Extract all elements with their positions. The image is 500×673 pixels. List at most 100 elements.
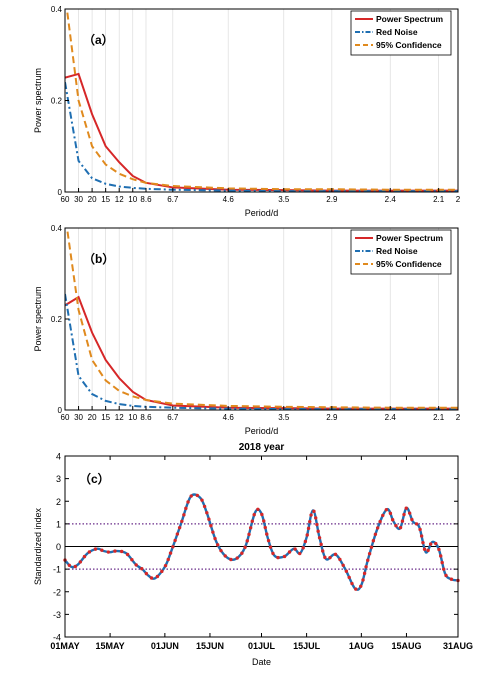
- y-tick-label: -3: [53, 610, 61, 620]
- index-marker: [130, 557, 134, 562]
- index-marker: [93, 547, 98, 551]
- x-tick-label: 01JUL: [248, 641, 276, 651]
- x-axis-label: Date: [252, 657, 271, 667]
- y-tick-label: 1: [56, 519, 61, 529]
- index-marker: [328, 555, 332, 560]
- index-marker: [309, 513, 313, 517]
- y-tick-label: 0.2: [51, 315, 63, 324]
- index-marker: [314, 516, 318, 520]
- index-marker: [209, 523, 213, 528]
- x-axis-label: Period/d: [245, 208, 279, 218]
- index-marker: [186, 500, 190, 504]
- index-marker: [265, 532, 269, 536]
- x-tick-label: 15MAY: [96, 641, 125, 651]
- y-tick-label: 0.2: [51, 97, 63, 106]
- index-marker: [414, 522, 419, 526]
- index-marker: [268, 545, 273, 549]
- index-marker: [276, 555, 280, 560]
- index-marker: [444, 573, 448, 578]
- index-marker: [207, 517, 211, 521]
- index-line: [64, 493, 459, 591]
- index-marker: [155, 574, 160, 579]
- x-tick-label: 15: [101, 413, 110, 422]
- index-marker: [341, 563, 345, 567]
- index-marker: [306, 526, 311, 531]
- y-tick-label: -2: [53, 587, 61, 597]
- index-marker: [248, 526, 253, 530]
- index-marker: [223, 554, 227, 558]
- index-marker: [195, 493, 200, 498]
- y-tick-label: 3: [56, 474, 61, 484]
- index-marker: [245, 539, 249, 543]
- index-marker: [182, 513, 186, 517]
- index-marker: [338, 557, 342, 562]
- y-axis-label: Power spectrum: [33, 286, 43, 351]
- series-line-95-confidence: [65, 228, 458, 409]
- index-marker: [422, 547, 427, 551]
- index-marker: [426, 548, 430, 553]
- index-marker: [367, 552, 372, 556]
- index-marker: [243, 545, 247, 549]
- index-marker: [163, 563, 168, 568]
- index-marker: [366, 558, 370, 562]
- x-tick-label: 2: [456, 413, 461, 422]
- series-line-95-confidence: [65, 9, 458, 191]
- index-marker: [119, 549, 124, 554]
- index-marker: [235, 556, 239, 560]
- x-tick-label: 2.9: [326, 413, 338, 422]
- y-tick-label: 0: [56, 542, 61, 552]
- index-marker: [213, 536, 217, 541]
- x-tick-label: 6.7: [167, 413, 179, 422]
- index-marker: [168, 551, 173, 555]
- index-marker: [354, 587, 358, 591]
- panel-label: （b）: [83, 251, 114, 266]
- index-marker: [410, 517, 414, 522]
- index-marker: [252, 513, 256, 517]
- y-tick-label: 2: [56, 497, 61, 507]
- legend-label: 95% Confidence: [376, 259, 442, 269]
- series-line-red-noise: [65, 293, 458, 410]
- x-tick-label: 3.5: [278, 413, 290, 422]
- index-marker: [350, 581, 354, 586]
- index-marker: [316, 529, 320, 533]
- index-marker: [373, 532, 378, 536]
- index-marker: [359, 584, 363, 588]
- index-marker: [388, 511, 393, 516]
- index-marker: [229, 557, 233, 562]
- index-marker: [440, 560, 444, 565]
- index-marker: [421, 540, 425, 545]
- index-marker: [282, 554, 287, 559]
- y-tick-label: 0: [58, 406, 63, 415]
- x-tick-label: 60: [61, 195, 70, 204]
- chart-title: 2018 year: [239, 442, 285, 453]
- index-marker: [298, 551, 302, 556]
- index-marker: [301, 546, 305, 550]
- index-marker: [381, 513, 385, 518]
- x-tick-label: 4.6: [223, 195, 235, 204]
- x-tick-label: 20: [88, 195, 97, 204]
- x-tick-label: 15: [101, 195, 110, 204]
- index-marker: [166, 557, 170, 562]
- y-axis-label: Power spectrum: [33, 68, 43, 133]
- x-tick-label: 3.5: [278, 195, 290, 204]
- index-marker: [319, 542, 323, 547]
- index-marker: [437, 547, 441, 552]
- index-marker: [271, 551, 275, 556]
- x-tick-label: 15JUL: [293, 641, 321, 651]
- index-marker: [442, 567, 446, 571]
- index-marker: [312, 509, 316, 514]
- x-tick-label: 15JUN: [196, 641, 224, 651]
- index-marker: [205, 511, 209, 515]
- index-marker: [364, 565, 368, 569]
- index-marker: [100, 548, 104, 552]
- x-tick-label: 60: [61, 413, 70, 422]
- x-tick-label: 10: [128, 413, 137, 422]
- index-marker: [323, 555, 327, 560]
- index-marker: [371, 539, 376, 543]
- index-marker: [347, 575, 351, 580]
- index-marker: [189, 494, 193, 498]
- index-marker: [266, 538, 271, 543]
- index-marker: [402, 512, 406, 517]
- x-tick-label: 15AUG: [391, 641, 421, 651]
